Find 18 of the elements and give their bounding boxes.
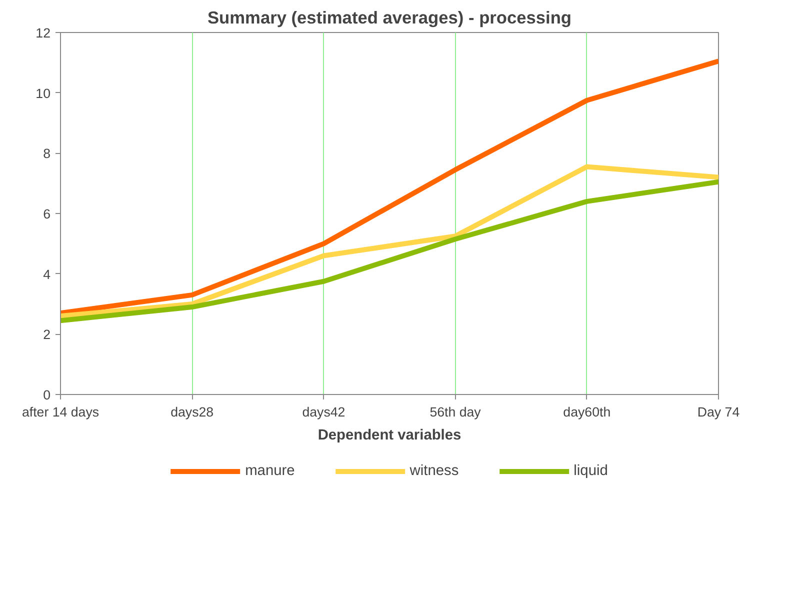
x-tick-label: days42 [302, 404, 346, 420]
y-tick-label: 2 [43, 327, 51, 342]
y-tick-label: 12 [36, 26, 51, 40]
x-tick-label: after 14 days [22, 404, 100, 420]
y-tick-label: 10 [36, 86, 51, 101]
legend-label: liquid [574, 463, 608, 479]
x-tick-label: days28 [170, 404, 214, 420]
legend-label: manure [245, 463, 295, 479]
x-tick-label: 56th day [430, 404, 482, 420]
x-tick-label: Day 74 [697, 404, 740, 420]
y-tick-label: 0 [43, 388, 51, 402]
y-tick-label: 8 [43, 146, 51, 162]
x-tick-label: day60th [563, 404, 611, 420]
y-tick-label: 6 [43, 206, 51, 222]
y-tick-label: 4 [43, 266, 52, 282]
legend-label: witness [410, 463, 459, 479]
chart-title: Summary (estimated averages) - processing [207, 8, 572, 28]
x-axis-title: Dependent variables [318, 428, 462, 444]
